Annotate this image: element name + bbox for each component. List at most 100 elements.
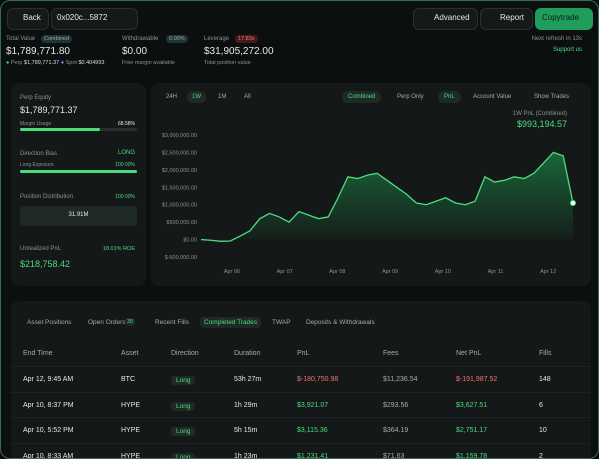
advanced-button[interactable] xyxy=(413,8,478,30)
column-header: Asset xyxy=(121,350,139,357)
y-tick-label: $1,000,000.00 xyxy=(162,203,197,209)
cell: Apr 10, 5:52 PM xyxy=(23,427,74,434)
cell: HYPE xyxy=(121,427,141,434)
column-header: Net PnL xyxy=(456,350,482,357)
cell: Apr 10, 8:33 AM xyxy=(23,452,74,459)
stat-note: Free margin available xyxy=(122,60,175,66)
cell: $-180,750.98 xyxy=(297,376,339,383)
cell: Apr 12, 9:45 AM xyxy=(23,376,74,383)
x-tick-label: Apr 09 xyxy=(382,269,398,275)
cell: $71.63 xyxy=(383,452,405,459)
cell: HYPE xyxy=(121,452,141,459)
column-header: End Time xyxy=(23,350,53,357)
label: Margin Usage xyxy=(20,121,52,127)
cell: $11,236.54 xyxy=(383,376,418,383)
dot: ● xyxy=(60,60,66,66)
table-tab[interactable]: Asset Positions xyxy=(27,319,72,326)
range-tab[interactable]: 1M xyxy=(218,94,227,100)
range-tab[interactable]: 24H xyxy=(166,94,178,100)
y-tick-label: $-500,000.00 xyxy=(165,255,197,261)
stat-label: Total Value xyxy=(6,36,36,42)
cell: 53h 27m xyxy=(234,376,262,383)
pnl-line xyxy=(200,151,574,242)
cell: $2,751.17 xyxy=(456,427,488,434)
cell: $293.56 xyxy=(383,401,409,409)
dot: ● xyxy=(6,60,11,66)
y-tick-label: $1,500,000.00 xyxy=(162,185,197,191)
stat-label: Leverage xyxy=(204,36,230,42)
stat-value: $31,905,272.00 xyxy=(204,46,274,57)
table-tab[interactable]: Deposits & Withdrawals xyxy=(306,319,375,326)
distribution-box xyxy=(20,206,137,226)
report-label: Report xyxy=(500,13,525,22)
stat-value: $1,789,771.80 xyxy=(6,46,70,57)
cell: 5h 15m xyxy=(234,427,258,434)
label: Position Distribution xyxy=(20,194,74,200)
cell: Long xyxy=(171,376,196,385)
cell: 148 xyxy=(539,376,551,383)
view-tab[interactable]: PnL xyxy=(438,91,461,103)
column-header: Duration xyxy=(234,350,261,357)
label: Perp xyxy=(10,60,23,66)
label: Spot xyxy=(65,60,77,66)
advanced-label: Advanced xyxy=(434,13,470,22)
address-box[interactable] xyxy=(51,8,138,30)
back-button[interactable] xyxy=(7,8,49,30)
x-tick-label: Apr 11 xyxy=(488,269,504,275)
x-tick-label: Apr 08 xyxy=(329,269,345,275)
report-button[interactable] xyxy=(480,8,533,30)
copytrade-label: Copytrade xyxy=(542,13,579,22)
stat-note: Total position value xyxy=(204,60,251,66)
view-tab[interactable]: Show Trades xyxy=(534,94,570,100)
row-divider xyxy=(11,366,591,367)
address: 0x020c...5872 xyxy=(57,13,108,22)
value: $218,758.42 xyxy=(20,259,71,269)
view-tab[interactable]: Perp Only xyxy=(397,94,424,100)
cell: 1h 23m xyxy=(234,452,258,459)
value: $1,789,771.37 xyxy=(20,105,78,115)
column-header: Fees xyxy=(383,350,399,357)
label: Direction Bias xyxy=(20,151,58,157)
cell: $3,115.36 xyxy=(297,427,328,434)
range-tab[interactable]: 1W xyxy=(187,91,206,103)
view-tab[interactable]: Combined xyxy=(342,91,382,103)
cell: HYPE xyxy=(121,401,141,409)
row-divider xyxy=(11,442,591,444)
table-tab[interactable]: TWAP xyxy=(272,319,291,326)
support-link[interactable]: Support us xyxy=(552,47,582,53)
cell: $3,921.07 xyxy=(297,401,329,409)
stat-value: $0.00 xyxy=(122,46,148,57)
label: Perp Equity xyxy=(20,95,52,101)
x-tick-label: Apr 10 xyxy=(435,269,451,275)
table-tab[interactable]: Recent Fills xyxy=(155,319,189,326)
perp-spot: ● Perp $1,789,771.37 ● Spot $0.404993 xyxy=(6,60,104,66)
y-tick-label: $0.00 xyxy=(183,238,197,244)
value: 31.91M xyxy=(68,212,89,218)
cell: $364.19 xyxy=(383,427,409,434)
x-tick-label: Apr 06 xyxy=(224,269,240,275)
copytrade-button[interactable] xyxy=(535,8,593,30)
badge: 17.83x xyxy=(235,35,258,43)
column-header: PnL xyxy=(297,350,310,357)
y-tick-label: $3,000,000.00 xyxy=(162,133,197,139)
column-header: Direction xyxy=(171,350,199,357)
range-tab[interactable]: All xyxy=(244,94,251,100)
value: $0.404993 xyxy=(78,60,105,66)
y-tick-label: $2,000,000.00 xyxy=(162,168,197,174)
x-tick-label: Apr 12 xyxy=(540,269,556,275)
pnl-chart: $3,000,000.00 $2,500,000.00 $2,000,000.00 $… xyxy=(162,133,576,275)
badge: 0.00% xyxy=(166,35,188,43)
table-tab[interactable]: Open Orders xyxy=(88,319,126,326)
value: LONG xyxy=(117,150,135,156)
table-panel xyxy=(11,301,591,458)
table-tab[interactable]: Completed Trades xyxy=(200,317,262,328)
value: 100.00% xyxy=(115,162,135,168)
cell: 2 xyxy=(539,452,543,459)
exposure-track xyxy=(20,170,137,173)
pnl-area xyxy=(201,152,573,242)
view-tab[interactable]: Account Value xyxy=(473,94,512,100)
label: Unrealized PnL xyxy=(20,246,62,252)
cell: Apr 10, 8:37 PM xyxy=(23,401,74,409)
last-point xyxy=(570,199,576,206)
cell: $-191,987.52 xyxy=(456,376,498,383)
